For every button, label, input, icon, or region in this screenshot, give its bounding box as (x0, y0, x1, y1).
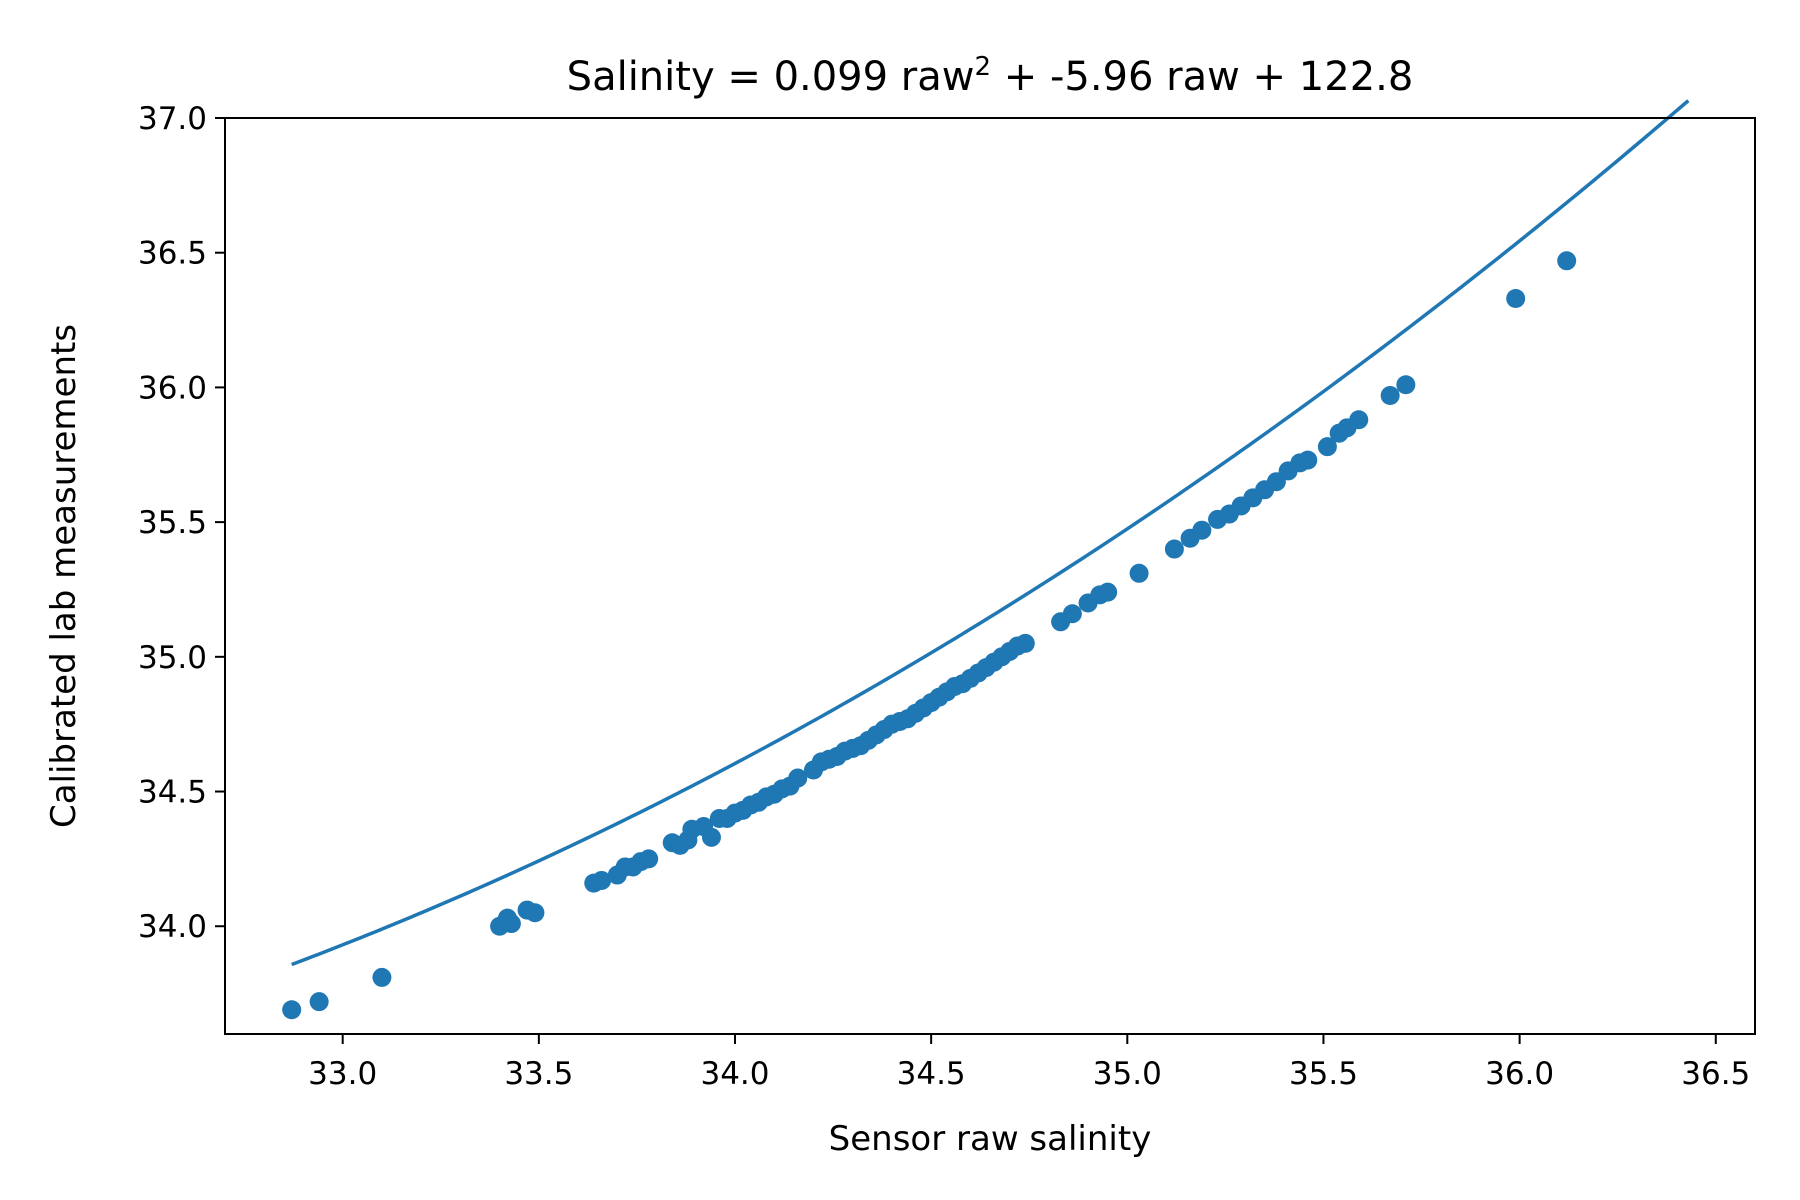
title-superscript: 2 (974, 52, 991, 82)
data-point (372, 967, 392, 987)
fit-curve (291, 99, 1690, 967)
data-point (501, 914, 521, 934)
data-point (1129, 563, 1149, 583)
y-tick-label: 35.0 (138, 640, 207, 676)
data-point (592, 870, 612, 890)
data-point (1317, 437, 1337, 457)
title-main: Salinity = 0.099 raw (567, 54, 975, 100)
x-tick-label: 34.0 (700, 1056, 769, 1092)
x-tick-label: 36.5 (1681, 1056, 1750, 1092)
y-tick-label: 34.0 (138, 909, 207, 945)
data-point (525, 903, 545, 923)
data-point (701, 827, 721, 847)
data-point (1164, 539, 1184, 559)
data-point (282, 1000, 302, 1020)
axes-frame (224, 117, 1756, 1035)
data-point (1298, 450, 1318, 470)
x-tick-label: 33.0 (308, 1056, 377, 1092)
x-axis-ticks: 33.0 33.5 34.0 34.5 35.0 35.5 36.0 36.5 (308, 1034, 1750, 1092)
y-tick-label: 37.0 (138, 101, 207, 137)
y-tick-label: 36.0 (138, 370, 207, 406)
data-point (309, 992, 329, 1012)
data-point (1098, 582, 1118, 602)
y-tick-label: 34.5 (138, 775, 207, 811)
plot-area (282, 99, 1690, 1020)
x-tick-label: 35.5 (1289, 1056, 1358, 1092)
y-tick-label: 36.5 (138, 236, 207, 272)
chart-title: Salinity = 0.099 raw2 + -5.96 raw + 122.… (567, 52, 1414, 100)
data-point (1506, 289, 1526, 309)
data-point (1396, 375, 1416, 395)
x-tick-label: 36.0 (1485, 1056, 1554, 1092)
data-point (1557, 251, 1577, 271)
data-point (788, 768, 808, 788)
x-tick-label: 33.5 (504, 1056, 573, 1092)
data-point (639, 849, 659, 869)
x-axis-label: Sensor raw salinity (829, 1119, 1152, 1159)
data-point (1380, 385, 1400, 405)
y-axis-ticks: 34.0 34.5 35.0 35.5 36.0 36.5 37.0 (138, 101, 225, 945)
data-point (1062, 604, 1082, 624)
data-point (1015, 633, 1035, 653)
x-tick-label: 34.5 (897, 1056, 966, 1092)
data-point (1349, 410, 1369, 430)
data-point (1192, 520, 1212, 540)
x-tick-label: 35.0 (1093, 1056, 1162, 1092)
title-rest: + -5.96 raw + 122.8 (991, 54, 1413, 100)
y-tick-label: 35.5 (138, 505, 207, 541)
y-axis-label: Calibrated lab measurements (44, 324, 84, 828)
